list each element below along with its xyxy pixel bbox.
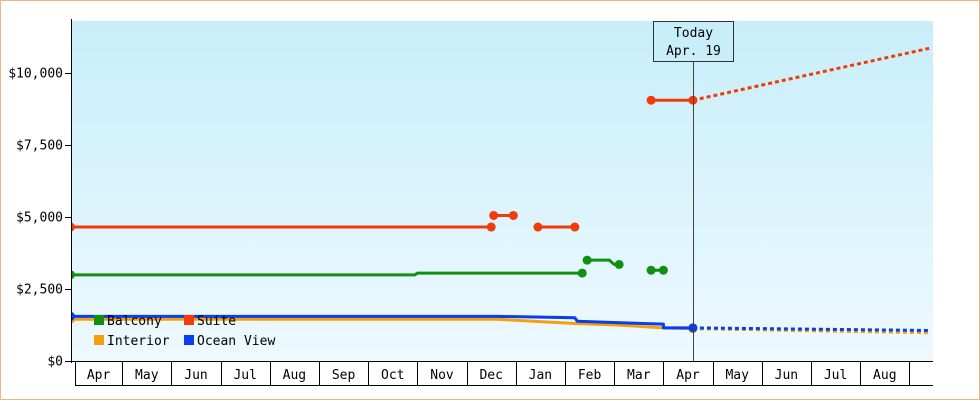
x-tick-label: Aug xyxy=(873,368,896,383)
x-tick-label: May xyxy=(725,368,749,383)
legend-swatch xyxy=(184,335,194,345)
x-tick-label: Dec xyxy=(479,368,502,383)
data-point xyxy=(71,270,76,280)
data-point xyxy=(688,323,698,333)
series-ocean-view xyxy=(71,311,930,333)
x-tick-label: Jun xyxy=(184,368,207,383)
x-tick-label: Feb xyxy=(578,368,602,383)
data-point xyxy=(570,222,580,232)
series-line xyxy=(71,271,583,277)
legend-label: Ocean View xyxy=(197,334,275,349)
legend-swatch xyxy=(94,335,104,345)
data-point xyxy=(646,265,656,275)
x-tick-label: Jul xyxy=(233,368,256,383)
data-point xyxy=(486,222,496,232)
projection-line xyxy=(692,327,930,335)
x-tick-label: Sep xyxy=(332,368,356,383)
y-tick-label: $10,000 xyxy=(8,67,63,82)
x-tick-label: Jul xyxy=(824,368,847,383)
x-tick-label: Apr xyxy=(87,368,111,383)
data-point xyxy=(71,311,76,321)
y-tick-label: $7,500 xyxy=(16,139,63,154)
data-point xyxy=(508,210,518,220)
data-point xyxy=(533,222,543,232)
today-label: Today xyxy=(674,26,713,41)
series-line xyxy=(71,314,693,330)
data-point xyxy=(582,255,592,265)
data-point xyxy=(658,265,668,275)
legend-swatch xyxy=(94,315,104,325)
data-point xyxy=(646,95,656,105)
data-point xyxy=(71,222,76,232)
y-tick-label: $5,000 xyxy=(16,211,63,226)
x-tick-label: Nov xyxy=(430,368,454,383)
projection-line xyxy=(692,46,930,102)
today-date: Apr. 19 xyxy=(666,44,721,59)
data-point xyxy=(577,268,587,278)
y-tick-label: $0 xyxy=(47,355,63,370)
data-point xyxy=(489,210,499,220)
projection-line xyxy=(692,326,930,332)
x-tick-label: Oct xyxy=(381,368,404,383)
legend-label: Suite xyxy=(197,314,236,329)
x-tick-label: Apr xyxy=(676,368,700,383)
series-balcony xyxy=(71,255,668,280)
legend-label: Balcony xyxy=(107,314,162,329)
plot-background xyxy=(71,21,933,361)
legend-swatch xyxy=(184,315,194,325)
x-tick-label: Jun xyxy=(775,368,798,383)
x-tick-label: May xyxy=(135,368,159,383)
legend-label: Interior xyxy=(107,334,170,349)
x-tick-label: Jan xyxy=(529,368,552,383)
data-point xyxy=(614,259,624,269)
x-tick-label: Mar xyxy=(627,368,651,383)
series-suite xyxy=(71,46,930,232)
data-point xyxy=(688,95,698,105)
today-box xyxy=(653,21,734,62)
y-tick-label: $2,500 xyxy=(16,283,63,298)
x-tick-label: Aug xyxy=(283,368,306,383)
